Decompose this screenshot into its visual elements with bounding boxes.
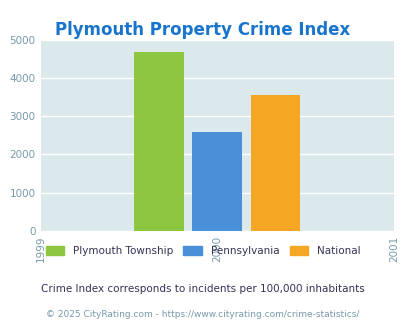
Text: © 2025 CityRating.com - https://www.cityrating.com/crime-statistics/: © 2025 CityRating.com - https://www.city… [46, 311, 359, 319]
Legend: Plymouth Township, Pennsylvania, National: Plymouth Township, Pennsylvania, Nationa… [41, 242, 364, 260]
Bar [134, 52, 183, 231]
Bar [192, 132, 241, 231]
Bar [250, 95, 299, 231]
Text: Crime Index corresponds to incidents per 100,000 inhabitants: Crime Index corresponds to incidents per… [41, 284, 364, 294]
Text: Plymouth Property Crime Index: Plymouth Property Crime Index [55, 21, 350, 40]
